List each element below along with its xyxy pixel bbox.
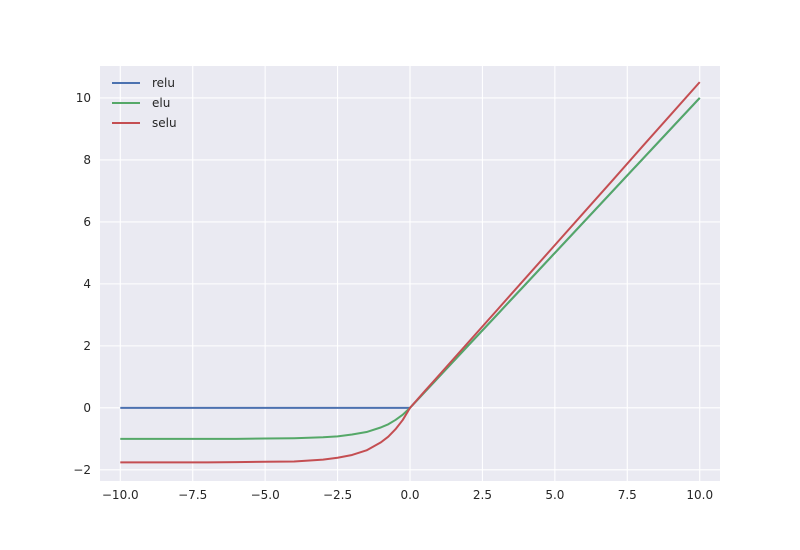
series-layer bbox=[120, 81, 701, 464]
y-tick-label: 2 bbox=[83, 339, 91, 353]
y-tick-label: −2 bbox=[73, 463, 91, 477]
x-tick-label: −10.0 bbox=[102, 488, 139, 502]
x-tick-label: −7.5 bbox=[178, 488, 207, 502]
y-tick-label: 4 bbox=[83, 277, 91, 291]
x-axis-ticks: −10.0 −7.5 −5.0 −2.5 0.0 2.5 5.0 7.5 10.0 bbox=[102, 488, 713, 502]
x-tick-label: 7.5 bbox=[618, 488, 637, 502]
legend-label-relu: relu bbox=[152, 76, 175, 90]
series-line-elu bbox=[120, 97, 701, 440]
y-tick-label: 0 bbox=[83, 401, 91, 415]
y-tick-label: 8 bbox=[83, 153, 91, 167]
x-tick-label: −2.5 bbox=[323, 488, 352, 502]
y-tick-label: 6 bbox=[83, 215, 91, 229]
x-tick-label: 0.0 bbox=[400, 488, 419, 502]
y-axis-ticks: −2 0 2 4 6 8 10 bbox=[73, 91, 91, 477]
x-tick-label: 5.0 bbox=[545, 488, 564, 502]
y-tick-label: 10 bbox=[76, 91, 91, 105]
series-line-selu bbox=[120, 81, 701, 464]
grid bbox=[100, 66, 720, 481]
x-tick-label: −5.0 bbox=[251, 488, 280, 502]
x-tick-label: 10.0 bbox=[686, 488, 713, 502]
legend: relu elu selu bbox=[112, 76, 177, 130]
legend-label-elu: elu bbox=[152, 96, 170, 110]
legend-label-selu: selu bbox=[152, 116, 177, 130]
x-tick-label: 2.5 bbox=[473, 488, 492, 502]
